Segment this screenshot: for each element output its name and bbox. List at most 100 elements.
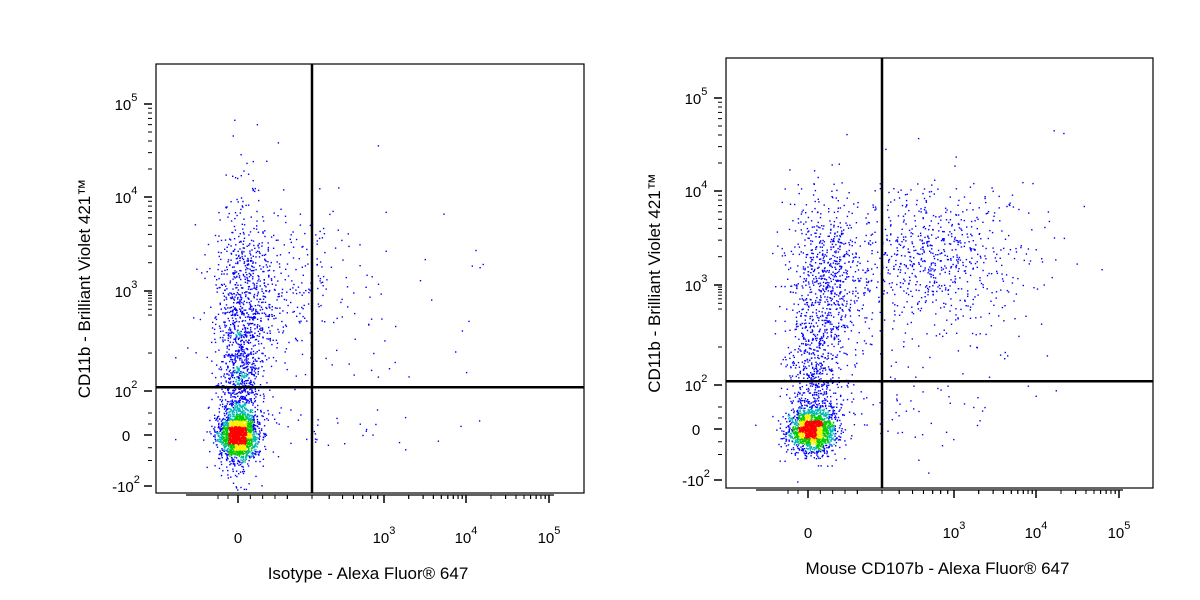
event-dot bbox=[219, 302, 221, 304]
event-dot bbox=[234, 407, 236, 409]
event-dot bbox=[230, 446, 232, 448]
event-dot bbox=[246, 443, 248, 445]
event-dot bbox=[820, 416, 822, 418]
event-dot bbox=[225, 296, 227, 299]
event-dot bbox=[218, 349, 220, 351]
event-dot bbox=[255, 453, 257, 456]
event-dot bbox=[237, 353, 239, 355]
event-dot bbox=[249, 322, 251, 325]
event-dot bbox=[245, 356, 248, 359]
event-dot bbox=[259, 450, 261, 453]
event-dot bbox=[224, 326, 226, 328]
event-dot bbox=[787, 432, 789, 434]
event-dot bbox=[247, 452, 249, 454]
event-dot bbox=[290, 442, 292, 445]
event-dot bbox=[250, 379, 252, 382]
event-dot bbox=[236, 422, 238, 424]
event-dot bbox=[217, 264, 220, 266]
event-dot bbox=[256, 438, 258, 441]
event-dot bbox=[244, 404, 246, 407]
event-dot bbox=[793, 432, 796, 435]
event-dot bbox=[801, 425, 803, 427]
event-dot bbox=[268, 291, 270, 293]
event-dot bbox=[226, 444, 228, 447]
event-dot bbox=[241, 411, 243, 413]
event-dot bbox=[236, 392, 238, 395]
event-dot bbox=[792, 427, 794, 429]
event-dot bbox=[227, 388, 229, 390]
event-dot bbox=[256, 437, 258, 439]
event-dot bbox=[818, 450, 820, 452]
event-dot bbox=[245, 415, 247, 417]
event-dot bbox=[264, 313, 267, 316]
event-dot bbox=[317, 287, 319, 290]
event-dot bbox=[811, 405, 813, 407]
event-dot bbox=[227, 355, 229, 357]
event-dot bbox=[226, 373, 228, 375]
event-dot bbox=[419, 280, 422, 282]
event-dot bbox=[230, 450, 232, 453]
event-dot bbox=[256, 327, 258, 329]
event-dot bbox=[247, 413, 249, 415]
event-dot bbox=[230, 415, 232, 417]
event-dot bbox=[232, 332, 235, 334]
event-dot bbox=[233, 409, 235, 411]
event-dot bbox=[232, 403, 234, 406]
event-dot bbox=[229, 328, 232, 331]
event-dot bbox=[242, 434, 244, 436]
event-dot bbox=[225, 437, 228, 439]
event-dot bbox=[234, 328, 236, 331]
event-dot bbox=[221, 361, 223, 363]
event-dot bbox=[253, 419, 255, 422]
event-dot bbox=[235, 318, 237, 320]
event-dot bbox=[831, 424, 833, 426]
event-dot bbox=[297, 286, 300, 288]
event-dot bbox=[251, 249, 253, 251]
event-dot bbox=[246, 444, 248, 446]
event-dots bbox=[175, 119, 484, 491]
event-dot bbox=[236, 449, 238, 451]
event-dot bbox=[227, 436, 229, 439]
event-dot bbox=[821, 446, 823, 448]
event-dot bbox=[245, 361, 247, 363]
event-dot bbox=[793, 423, 796, 426]
event-dot bbox=[241, 379, 243, 382]
event-dot bbox=[228, 408, 231, 410]
event-dot bbox=[234, 321, 236, 323]
event-dot bbox=[250, 254, 252, 256]
event-dot bbox=[225, 438, 228, 440]
event-dot bbox=[229, 411, 232, 413]
event-dot bbox=[803, 414, 805, 416]
event-dot bbox=[803, 426, 805, 428]
event-dot bbox=[230, 454, 233, 457]
event-dot bbox=[215, 284, 217, 286]
event-dot bbox=[219, 450, 221, 452]
event-dot bbox=[232, 362, 234, 364]
event-dot bbox=[299, 213, 302, 215]
event-dot bbox=[231, 435, 234, 437]
event-dot bbox=[832, 449, 834, 452]
event-dot bbox=[222, 444, 225, 447]
event-dot bbox=[237, 410, 240, 412]
event-dot bbox=[236, 371, 239, 373]
event-dot bbox=[231, 392, 233, 394]
event-dot bbox=[813, 441, 815, 444]
event-dot bbox=[236, 257, 239, 259]
event-dot bbox=[239, 442, 242, 445]
event-dot bbox=[218, 368, 220, 370]
event-dot bbox=[230, 408, 232, 411]
event-dot bbox=[333, 321, 335, 324]
event-dot bbox=[247, 442, 250, 444]
event-dot bbox=[232, 313, 234, 315]
event-dot bbox=[223, 412, 225, 415]
event-dot bbox=[225, 363, 227, 365]
event-dot bbox=[223, 449, 225, 451]
event-dot bbox=[829, 442, 831, 444]
event-dot bbox=[319, 280, 321, 282]
event-dots bbox=[755, 130, 1103, 483]
event-dot bbox=[222, 470, 224, 472]
event-dot bbox=[827, 441, 829, 443]
event-dot bbox=[253, 227, 255, 230]
event-dot bbox=[250, 270, 252, 272]
event-dot bbox=[230, 372, 232, 374]
